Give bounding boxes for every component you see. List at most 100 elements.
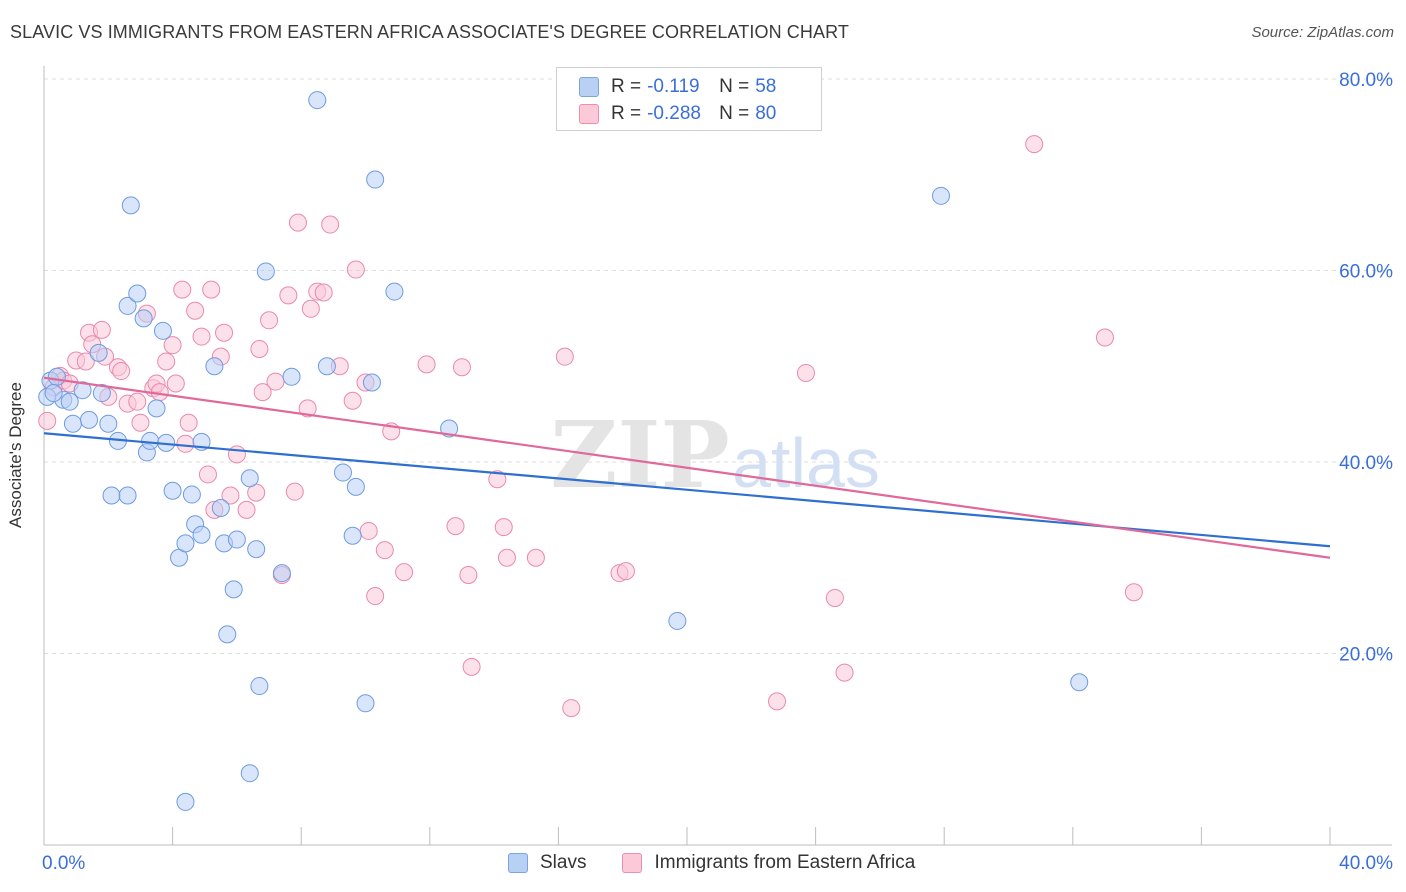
slavs-point — [99, 414, 118, 433]
immigrants-point — [343, 391, 362, 410]
immigrants-point — [131, 413, 150, 432]
legend-item-immigrants[interactable]: Immigrants from Eastern Africa — [622, 852, 915, 874]
immigrants-legend-swatch — [622, 853, 643, 873]
slavs-point — [250, 677, 269, 696]
gridlines — [44, 78, 1392, 654]
slavs-point — [118, 296, 137, 315]
slavs-point — [205, 357, 224, 376]
immigrants-point — [285, 482, 304, 501]
series-legend: Slavs Immigrants from Eastern Africa — [508, 852, 951, 874]
immigrants-point — [796, 363, 815, 382]
immigrants-point — [366, 587, 385, 606]
slavs-point — [240, 764, 259, 783]
y-tick-label: 60.0% — [1339, 262, 1393, 283]
slavs-point — [224, 580, 243, 599]
slavs-swatch — [579, 77, 599, 97]
immigrants-point — [266, 372, 285, 391]
slavs-legend-swatch — [508, 853, 528, 873]
immigrants-point — [173, 280, 192, 299]
immigrants-point — [128, 392, 147, 411]
slavs-point — [362, 373, 381, 392]
slavs-point — [176, 534, 195, 553]
immigrants-point — [321, 215, 340, 234]
slavs-point — [63, 414, 82, 433]
slavs-point — [317, 357, 336, 376]
stats-legend: R = -0.119 N = 58 R = -0.288 N = 80 — [556, 67, 822, 131]
slavs-n-value: 58 — [755, 76, 777, 97]
immigrants-point — [186, 301, 205, 320]
immigrants-point — [250, 340, 269, 359]
immigrants-point — [76, 352, 95, 371]
immigrants-point — [446, 517, 465, 536]
slavs-point — [240, 469, 259, 488]
slavs-point — [272, 564, 291, 583]
slavs-r-value: -0.119 — [647, 76, 700, 97]
source-label: Source: ZipAtlas.com — [1251, 24, 1394, 41]
slavs-point — [211, 498, 230, 517]
slavs-legend-label: Slavs — [540, 852, 587, 873]
slavs-point — [153, 321, 172, 340]
slavs-point — [931, 186, 950, 205]
immigrants-point — [253, 383, 272, 402]
immigrants-point — [346, 260, 365, 279]
immigrants-point — [237, 500, 256, 519]
immigrants-point — [1095, 328, 1114, 347]
slavs-point — [192, 525, 211, 544]
tick-labels: 20.0% 40.0% 60.0% 80.0% 0.0% 40.0% — [42, 70, 1393, 874]
slavs-point — [308, 91, 327, 110]
slavs-point — [121, 196, 140, 215]
slavs-point — [247, 540, 266, 559]
immigrants-point — [314, 283, 333, 302]
slavs-point — [92, 384, 111, 403]
r-label: R = — [611, 76, 642, 97]
immigrants-point — [417, 355, 436, 374]
immigrants-point — [562, 699, 581, 718]
immigrants-point — [298, 399, 317, 418]
immigrants-point — [497, 548, 516, 567]
slavs-point — [366, 170, 385, 189]
immigrants-point — [452, 358, 471, 377]
legend-item-slavs[interactable]: Slavs — [508, 852, 586, 874]
legend-row-slavs: R = -0.119 N = 58 — [579, 74, 776, 100]
slavs-point — [346, 477, 365, 496]
watermark-atlas: atlas — [732, 424, 880, 502]
immigrants-r-value: -0.288 — [647, 103, 701, 124]
y-axis-label: Associate's Degree — [6, 382, 25, 528]
slavs-point — [182, 485, 201, 504]
slavs-point — [44, 384, 63, 403]
immigrants-point — [494, 518, 513, 537]
slavs-point — [176, 792, 195, 811]
y-tick-label: 40.0% — [1339, 453, 1393, 474]
immigrants-point — [166, 374, 185, 393]
chart-title: SLAVIC VS IMMIGRANTS FROM EASTERN AFRICA… — [10, 22, 849, 42]
immigrants-point — [359, 521, 378, 540]
immigrants-point — [1124, 583, 1143, 602]
slavs-point — [356, 694, 375, 713]
slavs-point — [102, 486, 121, 505]
legend-row-immigrants: R = -0.288 N = 80 — [579, 101, 776, 127]
immigrants-point — [555, 347, 574, 366]
slavs-point — [668, 611, 687, 630]
slavs-point — [333, 463, 352, 482]
immigrants-point — [221, 486, 240, 505]
immigrants-point — [112, 362, 131, 381]
immigrants-point — [395, 563, 414, 582]
immigrants-point — [768, 692, 787, 711]
immigrants-point — [202, 280, 221, 299]
y-tick-label: 20.0% — [1339, 645, 1393, 666]
immigrants-n-value: 80 — [755, 103, 777, 124]
immigrants-point — [198, 465, 217, 484]
slavs-point — [1070, 673, 1089, 692]
slavs-point — [47, 367, 66, 386]
slavs-point — [73, 381, 92, 400]
immigrants-point — [176, 434, 195, 453]
slavs-point — [141, 431, 160, 450]
slavs-point — [163, 481, 182, 500]
immigrants-point — [375, 541, 394, 560]
slavs-point — [80, 410, 99, 429]
y-tick-label: 80.0% — [1339, 70, 1393, 91]
immigrants-point — [279, 286, 298, 305]
immigrants-point — [835, 663, 854, 682]
immigrants-legend-label: Immigrants from Eastern Africa — [654, 852, 916, 873]
immigrants-point — [38, 411, 57, 430]
